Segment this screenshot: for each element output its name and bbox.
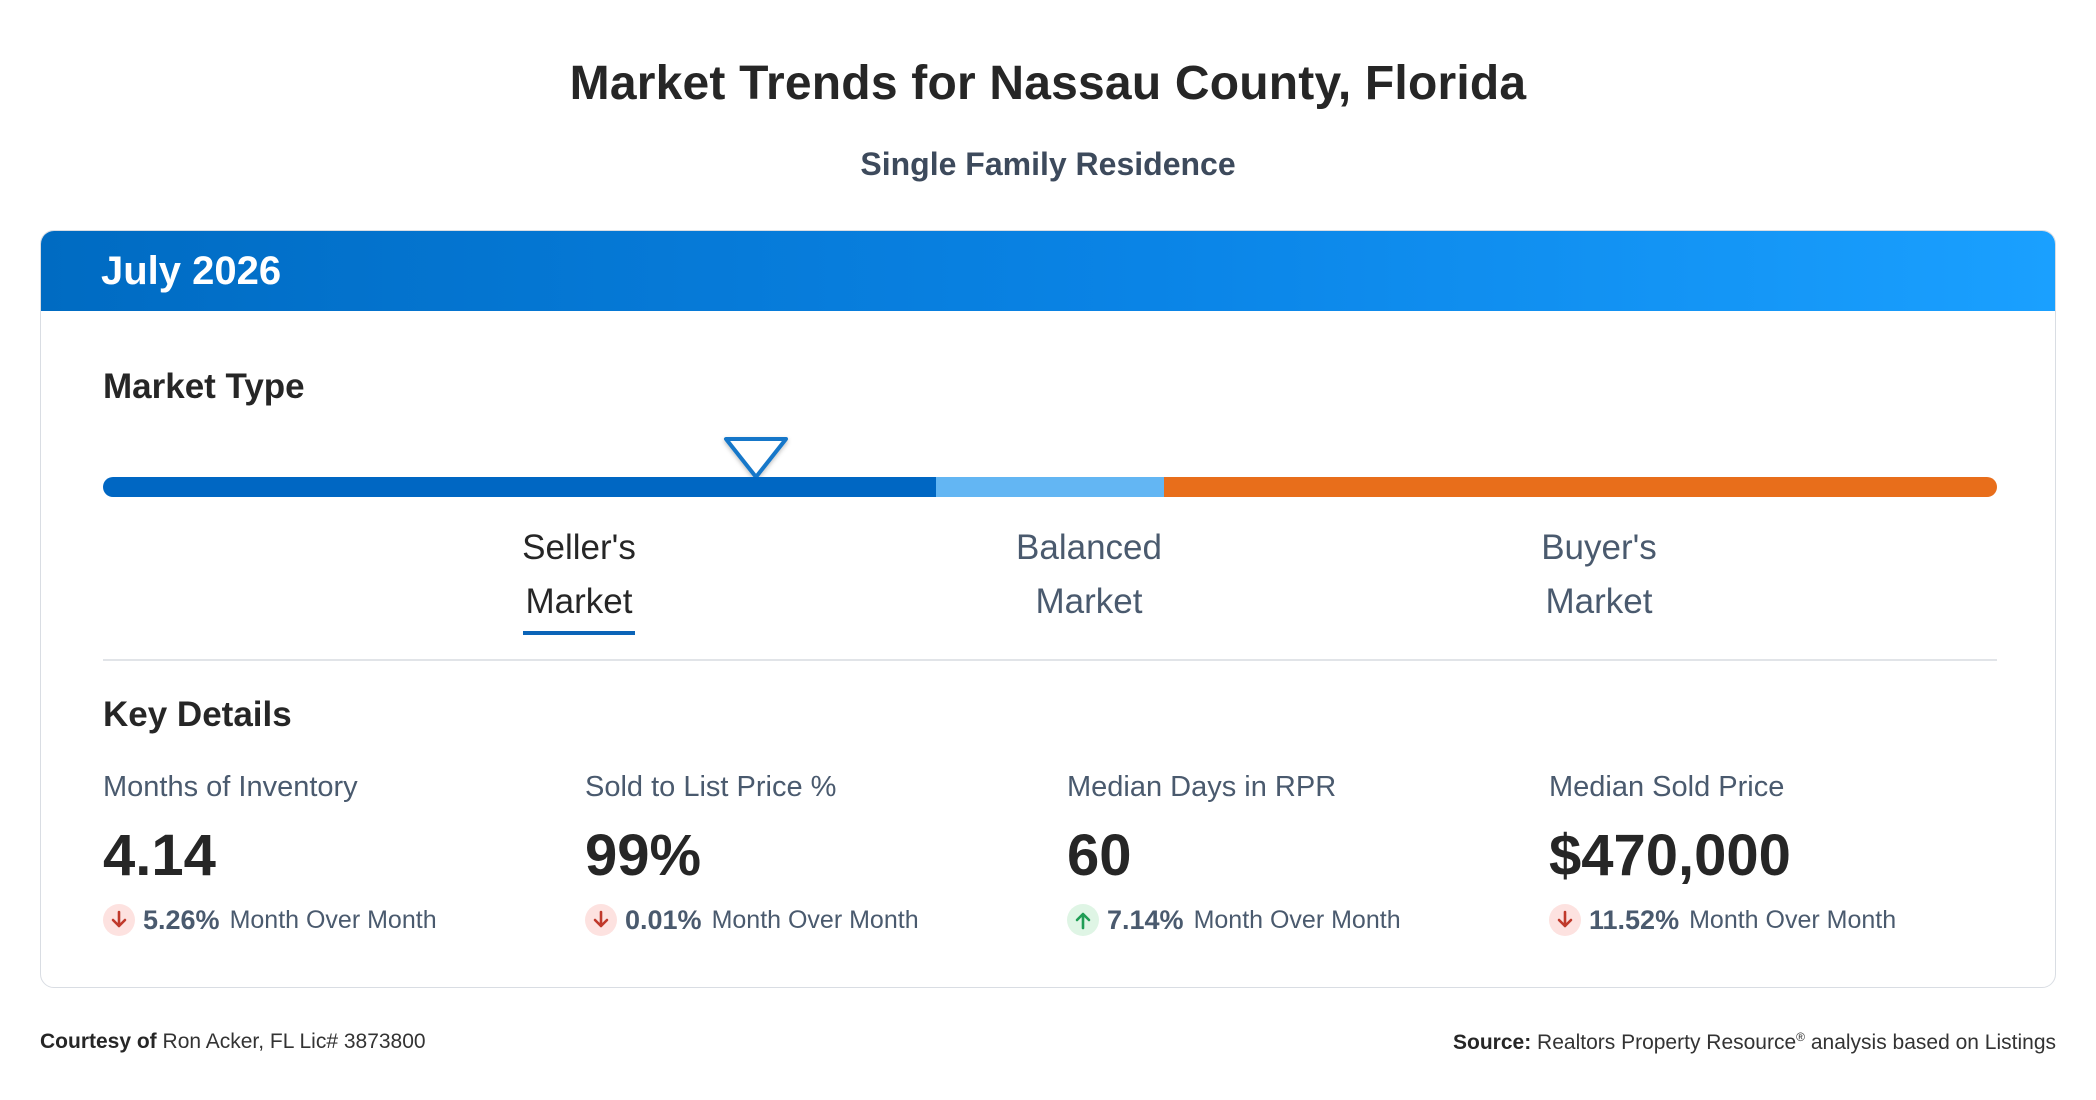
metric-name: Sold to List Price % bbox=[585, 771, 837, 803]
change-label: Month Over Month bbox=[1193, 905, 1401, 934]
period-label: July 2026 bbox=[101, 248, 282, 293]
source-footer: Source: Realtors Property Resource® anal… bbox=[1453, 1030, 2056, 1055]
balanced-market-label-line1: Balanced bbox=[1016, 528, 1162, 567]
seller-market-label-line2: Market bbox=[525, 582, 633, 621]
metric-change: 7.14% Month Over Month bbox=[1067, 904, 1537, 936]
source-prefix: Source: bbox=[1453, 1031, 1532, 1054]
source-name: Realtors Property Resource bbox=[1537, 1031, 1797, 1054]
market-type-bar bbox=[103, 477, 1997, 497]
balanced-market-segment bbox=[936, 477, 1164, 497]
arrow-down-icon bbox=[585, 904, 617, 936]
buyer-market-label-line1: Buyer's bbox=[1541, 528, 1657, 567]
seller-market-segment bbox=[103, 477, 936, 497]
metric-change: 11.52% Month Over Month bbox=[1549, 904, 2019, 936]
change-label: Month Over Month bbox=[1689, 905, 1897, 934]
metric-median-days-in-rpr: Median Days in RPR 60 7.14% Month Over M… bbox=[1067, 771, 1537, 936]
change-label: Month Over Month bbox=[711, 905, 919, 934]
metric-change: 5.26% Month Over Month bbox=[103, 904, 573, 936]
metric-name: Months of Inventory bbox=[103, 771, 358, 803]
metric-value: 4.14 bbox=[103, 823, 216, 888]
change-percent: 7.14% bbox=[1107, 904, 1184, 935]
card-header: July 2026 bbox=[41, 231, 2055, 311]
metric-value: 60 bbox=[1067, 823, 1132, 888]
arrow-down-icon bbox=[103, 904, 135, 936]
buyer-market-label: Buyer's Market bbox=[1469, 521, 1729, 629]
section-divider bbox=[103, 659, 1997, 661]
balanced-market-label-line2: Market bbox=[1035, 582, 1143, 621]
metric-value: $470,000 bbox=[1549, 823, 1791, 888]
metric-months-of-inventory: Months of Inventory 4.14 5.26% Month Ove… bbox=[103, 771, 573, 936]
arrow-down-icon bbox=[1549, 904, 1581, 936]
change-percent: 11.52% bbox=[1589, 904, 1680, 935]
metric-name: Median Sold Price bbox=[1549, 771, 1785, 803]
courtesy-footer: Courtesy of Ron Acker, FL Lic# 3873800 bbox=[40, 1030, 426, 1054]
metric-change: 0.01% Month Over Month bbox=[585, 904, 1055, 936]
page-title: Market Trends for Nassau County, Florida bbox=[569, 57, 1527, 110]
market-card: July 2026 Market Type Seller's Market Ba… bbox=[40, 230, 2056, 988]
change-label: Month Over Month bbox=[229, 905, 437, 934]
page-subtitle: Single Family Residence bbox=[860, 146, 1236, 182]
registered-mark: ® bbox=[1796, 1030, 1805, 1044]
buyer-market-label-line2: Market bbox=[1545, 582, 1653, 621]
source-suffix: analysis based on Listings bbox=[1810, 1031, 2056, 1054]
courtesy-text: Ron Acker, FL Lic# 3873800 bbox=[162, 1030, 426, 1053]
buyer-market-segment bbox=[1164, 477, 1997, 497]
balanced-market-label: Balanced Market bbox=[959, 521, 1219, 629]
market-type-heading: Market Type bbox=[103, 367, 305, 406]
metric-sold-to-list-price: Sold to List Price % 99% 0.01% Month Ove… bbox=[585, 771, 1055, 936]
arrow-up-icon bbox=[1067, 904, 1099, 936]
change-percent: 0.01% bbox=[625, 904, 702, 935]
seller-market-label-line1: Seller's bbox=[522, 528, 636, 567]
seller-market-label: Seller's Market bbox=[449, 521, 709, 635]
key-details-heading: Key Details bbox=[103, 695, 292, 734]
metric-value: 99% bbox=[585, 823, 702, 888]
market-indicator-icon bbox=[724, 437, 789, 479]
metric-median-sold-price: Median Sold Price $470,000 11.52% Month … bbox=[1549, 771, 2019, 936]
metric-name: Median Days in RPR bbox=[1067, 771, 1337, 803]
courtesy-prefix: Courtesy of bbox=[40, 1030, 157, 1053]
active-market-underline bbox=[523, 631, 635, 635]
change-percent: 5.26% bbox=[143, 904, 220, 935]
